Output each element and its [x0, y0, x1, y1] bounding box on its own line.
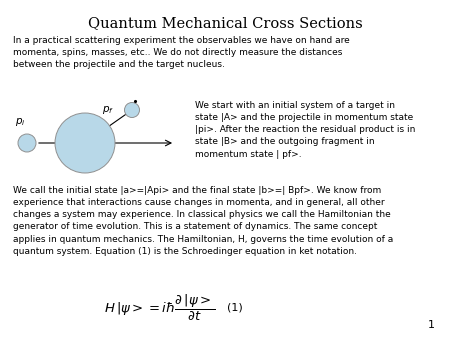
Circle shape	[125, 102, 140, 118]
Text: $p_f$: $p_f$	[102, 104, 114, 116]
Text: 1: 1	[428, 320, 435, 330]
Text: We start with an initial system of a target in
state |A> and the projectile in m: We start with an initial system of a tar…	[195, 101, 415, 159]
Text: Quantum Mechanical Cross Sections: Quantum Mechanical Cross Sections	[88, 16, 362, 30]
Circle shape	[55, 113, 115, 173]
Text: (1): (1)	[227, 303, 243, 313]
Text: $H\,|\psi>=i\hbar\dfrac{\partial\,|\psi>}{\partial t}$: $H\,|\psi>=i\hbar\dfrac{\partial\,|\psi>…	[104, 293, 216, 323]
Text: We call the initial state |a>=|Api> and the final state |b>=| Bpf>. We know from: We call the initial state |a>=|Api> and …	[13, 186, 393, 256]
Text: $p_i$: $p_i$	[15, 116, 25, 128]
Circle shape	[18, 134, 36, 152]
Text: In a practical scattering experiment the observables we have on hand are
momenta: In a practical scattering experiment the…	[13, 36, 350, 69]
